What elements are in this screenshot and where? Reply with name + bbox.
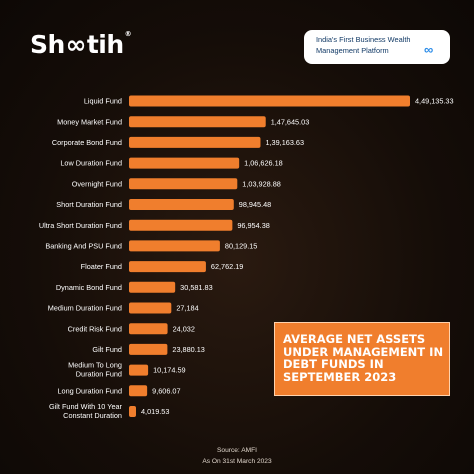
brand-name-suffix: tih <box>86 30 124 59</box>
bar <box>129 281 176 293</box>
source-note: Source: AMFI As On 31st March 2023 <box>0 445 474 467</box>
infinity-logo-icon: ∞ <box>424 42 434 57</box>
value-label: 98,945.48 <box>239 200 271 209</box>
category-label: Dynamic Bond Fund <box>56 283 122 292</box>
brand-o-icon: ∞ <box>65 30 87 59</box>
category-label: Medium Duration Fund <box>48 304 122 313</box>
tagline-line2: Management Platform <box>316 46 389 55</box>
tagline-badge: India's First Business Wealth Management… <box>304 30 450 64</box>
callout-title: AVERAGE NET ASSETS UNDER MANAGEMENT IN D… <box>283 332 444 384</box>
value-label: 62,762.19 <box>211 262 243 271</box>
bar <box>129 364 149 376</box>
value-label: 10,174.59 <box>153 366 185 375</box>
category-label: Gilt Fund With 10 Year Constant Duration <box>49 402 123 420</box>
bar <box>129 302 172 314</box>
value-label: 4,49,135.33 <box>415 97 454 106</box>
category-label: Gilt Fund <box>92 345 122 354</box>
bar <box>129 240 220 252</box>
value-label: 30,581.83 <box>180 283 212 292</box>
category-label: Money Market Fund <box>57 117 122 126</box>
bar <box>129 116 266 128</box>
category-label: Credit Risk Fund <box>68 324 122 333</box>
category-label: Banking And PSU Fund <box>45 242 122 251</box>
value-label: 24,032 <box>173 324 195 333</box>
value-label: 23,880.13 <box>172 345 204 354</box>
registered-mark: ® <box>124 30 132 38</box>
tagline-line1: India's First Business Wealth <box>316 35 411 44</box>
value-label: 1,47,645.03 <box>271 117 310 126</box>
bar <box>129 199 234 210</box>
bar <box>129 385 148 397</box>
category-label: Ultra Short Duration Fund <box>39 221 122 230</box>
category-label: Corporate Bond Fund <box>52 138 122 147</box>
bar <box>129 406 136 417</box>
category-label: Low Duration Fund <box>60 159 122 168</box>
value-label: 1,06,626.18 <box>244 159 283 168</box>
bar <box>129 219 233 231</box>
category-label: Short Duration Fund <box>56 200 122 209</box>
category-label: Floater Fund <box>81 262 122 271</box>
bar <box>129 136 261 148</box>
category-label: Long Duration Fund <box>58 386 123 395</box>
value-label: 9,606.07 <box>152 386 180 395</box>
bar <box>129 95 410 107</box>
callout-box: AVERAGE NET ASSETS UNDER MANAGEMENT IN D… <box>274 322 450 396</box>
bar <box>129 157 240 169</box>
value-label: 80,129.15 <box>225 242 257 251</box>
value-label: 1,39,163.63 <box>265 138 304 147</box>
value-label: 27,184 <box>176 304 198 313</box>
bar <box>129 178 238 190</box>
value-label: 96,954.38 <box>237 221 269 230</box>
bar <box>129 261 206 273</box>
value-label: 4,019.53 <box>141 407 169 416</box>
bar <box>129 343 168 355</box>
brand-logo: Sh∞tih® <box>30 30 132 59</box>
tagline-text: India's First Business Wealth Management… <box>316 34 420 56</box>
value-label: 1,03,928.88 <box>242 179 281 188</box>
category-label: Liquid Fund <box>84 97 122 106</box>
source-line1: Source: AMFI <box>217 447 257 454</box>
category-label: Overnight Fund <box>72 179 122 188</box>
bar <box>129 323 168 335</box>
source-line2: As On 31st March 2023 <box>202 458 272 465</box>
brand-name-prefix: Sh <box>30 30 65 59</box>
category-label: Medium To Long Duration Fund <box>68 361 122 379</box>
